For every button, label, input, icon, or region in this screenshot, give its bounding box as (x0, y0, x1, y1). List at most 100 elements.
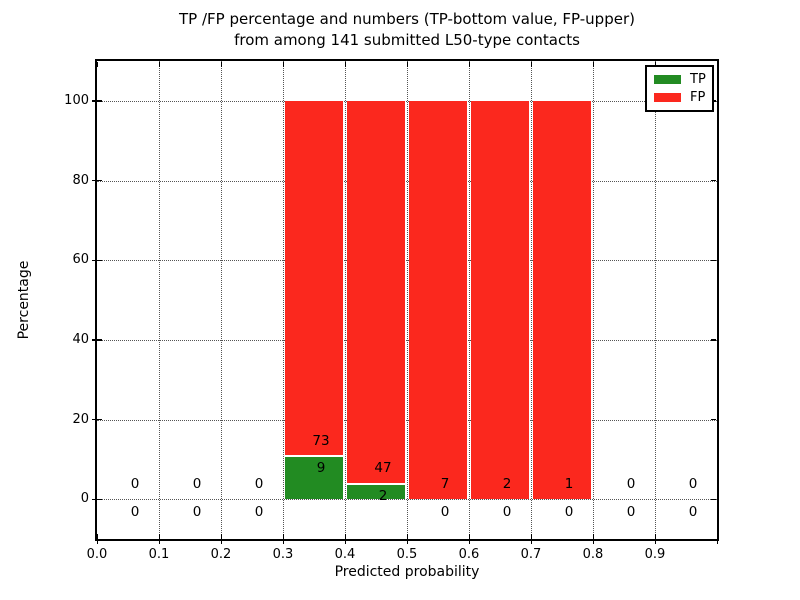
fp-count-label: 73 (312, 432, 330, 449)
fp-count-label: 0 (688, 476, 698, 493)
fp-count-label: 0 (626, 476, 636, 493)
bar-fp-segment (409, 100, 467, 500)
gridline-x (593, 61, 594, 539)
fp-count-label: 47 (374, 460, 392, 477)
fp-count-label: 2 (502, 476, 512, 493)
x-tick-mark-top (716, 62, 718, 67)
x-tick-label: 0.8 (582, 547, 604, 562)
y-tick-mark-right (711, 339, 716, 341)
tp-count-label: 0 (688, 503, 698, 520)
x-tick-mark (530, 534, 532, 544)
gridline-y (97, 180, 717, 182)
x-tick-mark-top (406, 62, 408, 67)
x-tick-label: 0.5 (396, 547, 418, 562)
x-tick-mark-top (344, 62, 346, 67)
x-axis-label: Predicted probability (334, 564, 480, 580)
gridline-y (97, 419, 717, 421)
y-tick-mark (92, 498, 102, 501)
fp-count-label: 0 (192, 476, 202, 493)
y-tick-mark (92, 419, 102, 421)
tp-count-label: 0 (440, 503, 450, 520)
y-tick-label: 80 (72, 172, 89, 188)
bar-tp-segment (347, 482, 405, 500)
tp-count-label: 0 (626, 503, 636, 520)
x-tick-mark (468, 534, 470, 544)
x-tick-label: 0.1 (148, 547, 170, 562)
bar-tp-segment (285, 455, 343, 500)
y-tick-mark (92, 180, 102, 182)
x-tick-mark (282, 534, 284, 544)
bar-fp-segment (533, 100, 591, 500)
tp-count-label: 2 (378, 487, 388, 504)
gridline-y (97, 260, 717, 262)
x-tick-mark-top (220, 62, 222, 67)
fp-count-label: 1 (564, 476, 574, 493)
y-tick-label: 40 (72, 331, 89, 347)
x-tick-label: 0.2 (210, 547, 232, 562)
x-tick-mark (96, 534, 98, 544)
y-tick-mark-right (711, 419, 716, 421)
y-axis-label: Percentage (16, 260, 32, 340)
y-tick-mark-right (711, 180, 716, 182)
tp-count-label: 0 (130, 503, 140, 520)
tp-swatch-icon (654, 75, 681, 85)
x-tick-mark-top (654, 62, 656, 67)
legend-label-fp: FP (690, 89, 706, 105)
fp-count-label: 7 (440, 476, 450, 493)
tp-count-label: 0 (192, 503, 202, 520)
y-tick-label: 0 (80, 491, 89, 507)
x-tick-mark (716, 534, 718, 544)
x-tick-mark-top (530, 62, 532, 67)
y-tick-label: 20 (72, 411, 89, 427)
x-tick-mark-top (282, 62, 284, 67)
chart-title-line1: TP /FP percentage and numbers (TP-bottom… (179, 10, 635, 28)
fp-swatch-icon (654, 92, 681, 102)
gridline-x (469, 61, 470, 539)
x-tick-mark-top (592, 62, 594, 67)
x-tick-mark-top (158, 62, 160, 67)
gridline-y (97, 339, 717, 341)
y-tick-mark (92, 339, 102, 341)
x-tick-label: 0.9 (644, 547, 666, 562)
x-tick-mark (406, 534, 408, 544)
x-tick-mark-top (468, 62, 470, 67)
gridline-x (283, 61, 284, 539)
x-tick-label: 0.0 (86, 547, 108, 562)
y-tick-mark-right (711, 259, 716, 262)
x-tick-label: 0.6 (458, 547, 480, 562)
bar-fp-segment (471, 100, 529, 500)
fp-count-label: 0 (130, 476, 140, 493)
gridline-x (345, 61, 346, 539)
x-tick-mark (654, 534, 656, 544)
gridline-y (97, 100, 717, 102)
y-tick-label: 60 (72, 252, 89, 268)
x-tick-mark (344, 534, 346, 544)
x-tick-mark (158, 534, 160, 544)
gridline-x (655, 61, 656, 539)
y-tick-label: 100 (64, 92, 89, 108)
tp-count-label: 9 (316, 460, 326, 477)
x-tick-label: 0.4 (334, 547, 356, 562)
x-tick-mark-top (96, 62, 98, 67)
y-tick-mark (92, 259, 102, 262)
gridline-x (221, 61, 222, 539)
chart-title-line2: from among 141 submitted L50-type contac… (234, 31, 580, 49)
fp-count-label: 0 (254, 476, 264, 493)
gridline-x (407, 61, 408, 539)
gridline-y (97, 499, 717, 501)
x-tick-label: 0.7 (520, 547, 542, 562)
tp-count-label: 0 (564, 503, 574, 520)
legend-entry-tp: TP (654, 72, 706, 88)
bar-fp-segment (347, 100, 405, 500)
legend-entry-fp: FP (654, 91, 705, 104)
y-tick-mark-right (711, 498, 716, 501)
legend-label-tp: TP (690, 72, 706, 88)
bar-fp-segment (285, 100, 343, 500)
legend: TP FP (645, 65, 714, 112)
chart-title: TP /FP percentage and numbers (TP-bottom… (57, 9, 757, 51)
gridline-x (159, 61, 160, 539)
tp-count-label: 0 (254, 503, 264, 520)
x-tick-label: 0.3 (272, 547, 294, 562)
x-tick-mark (220, 534, 222, 544)
